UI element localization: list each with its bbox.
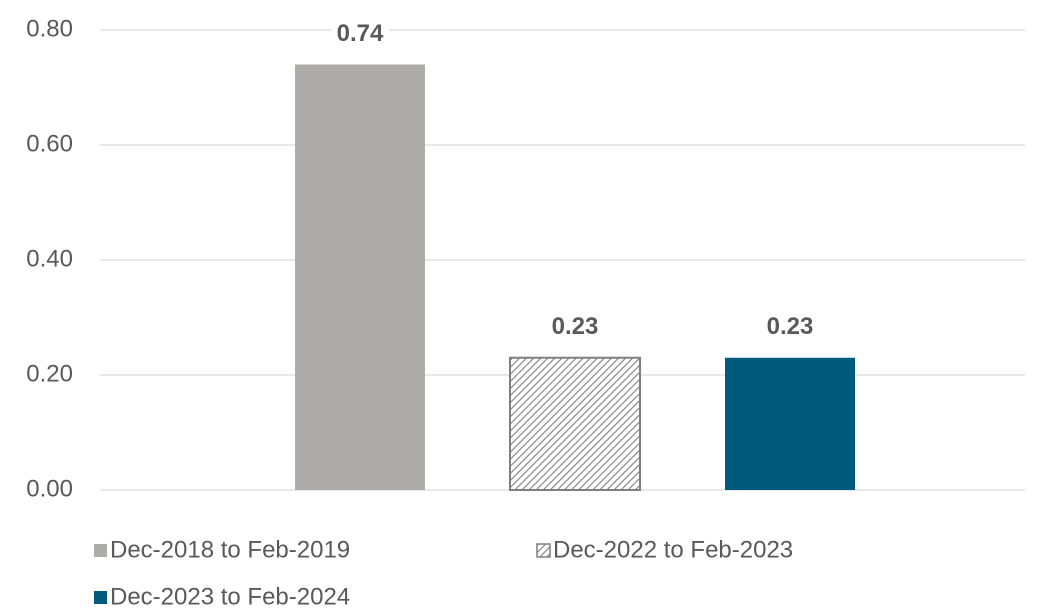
legend-swatch [94, 544, 107, 557]
data-label: 0.74 [337, 20, 384, 47]
data-label: 0.23 [767, 313, 814, 340]
data-label: 0.23 [552, 313, 599, 340]
y-tick-label: 0.60 [26, 130, 73, 157]
bar [295, 64, 425, 490]
legend-label: Dec-2023 to Feb-2024 [110, 583, 350, 609]
y-tick-label: 0.80 [26, 15, 73, 42]
y-tick-label: 0.40 [26, 245, 73, 272]
y-tick-label: 0.00 [26, 475, 73, 502]
legend-swatch [536, 543, 551, 558]
bar [725, 357, 855, 490]
legend-swatch [94, 591, 107, 604]
legend-label: Dec-2018 to Feb-2019 [110, 536, 350, 563]
legend-label: Dec-2022 to Feb-2023 [553, 536, 793, 563]
bar [509, 356, 641, 491]
y-tick-label: 0.20 [26, 360, 73, 387]
